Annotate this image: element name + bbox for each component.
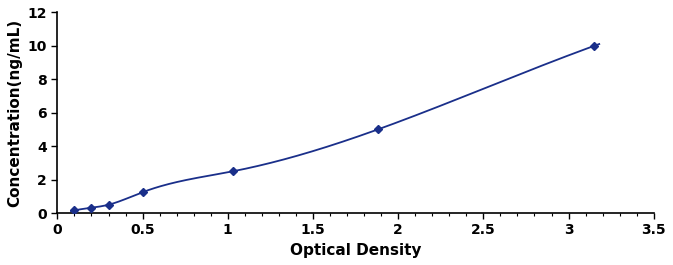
- Y-axis label: Concentration(ng/mL): Concentration(ng/mL): [7, 19, 22, 207]
- X-axis label: Optical Density: Optical Density: [290, 243, 421, 258]
